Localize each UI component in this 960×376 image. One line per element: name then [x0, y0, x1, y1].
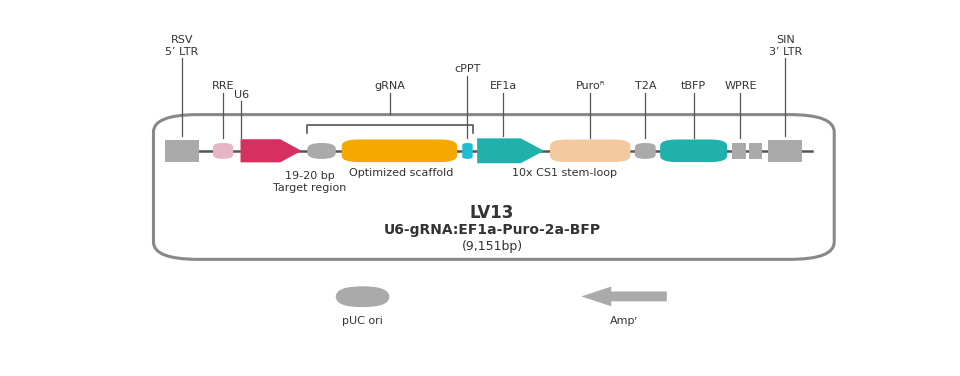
- Text: Puroᴿ: Puroᴿ: [575, 82, 605, 91]
- Bar: [732, 143, 746, 159]
- Text: 19-20 bp
Target region: 19-20 bp Target region: [273, 171, 347, 194]
- Text: tBFP: tBFP: [681, 82, 707, 91]
- Text: LV13: LV13: [469, 204, 515, 222]
- Text: SIN
3’ LTR: SIN 3’ LTR: [769, 35, 802, 57]
- Text: (9,151bp): (9,151bp): [462, 240, 522, 253]
- FancyBboxPatch shape: [154, 115, 834, 259]
- FancyBboxPatch shape: [463, 143, 472, 159]
- Text: T2A: T2A: [635, 82, 656, 91]
- Text: gRNA: gRNA: [374, 82, 405, 91]
- Text: pUC ori: pUC ori: [342, 316, 383, 326]
- Text: 10x CS1 stem-loop: 10x CS1 stem-loop: [513, 168, 617, 178]
- Text: RRE: RRE: [211, 82, 234, 91]
- Polygon shape: [477, 138, 544, 163]
- Text: EF1a: EF1a: [490, 82, 516, 91]
- Bar: [749, 143, 762, 159]
- Text: U6-gRNA:EF1a-Puro-2a-BFP: U6-gRNA:EF1a-Puro-2a-BFP: [383, 223, 601, 237]
- FancyBboxPatch shape: [213, 143, 233, 159]
- Text: cPPT: cPPT: [454, 64, 481, 74]
- FancyBboxPatch shape: [635, 143, 656, 159]
- FancyBboxPatch shape: [660, 139, 727, 162]
- Polygon shape: [581, 287, 667, 306]
- FancyBboxPatch shape: [336, 286, 390, 307]
- FancyBboxPatch shape: [550, 139, 631, 162]
- Bar: [768, 139, 803, 162]
- Text: Optimized scaffold: Optimized scaffold: [349, 168, 453, 178]
- Text: U6: U6: [233, 89, 249, 100]
- FancyBboxPatch shape: [307, 143, 336, 159]
- Text: Ampʳ: Ampʳ: [611, 316, 638, 326]
- Text: WPRE: WPRE: [724, 82, 756, 91]
- Polygon shape: [241, 139, 301, 162]
- Text: RSV
5’ LTR: RSV 5’ LTR: [165, 35, 199, 57]
- Bar: [165, 139, 199, 162]
- FancyBboxPatch shape: [342, 139, 457, 162]
